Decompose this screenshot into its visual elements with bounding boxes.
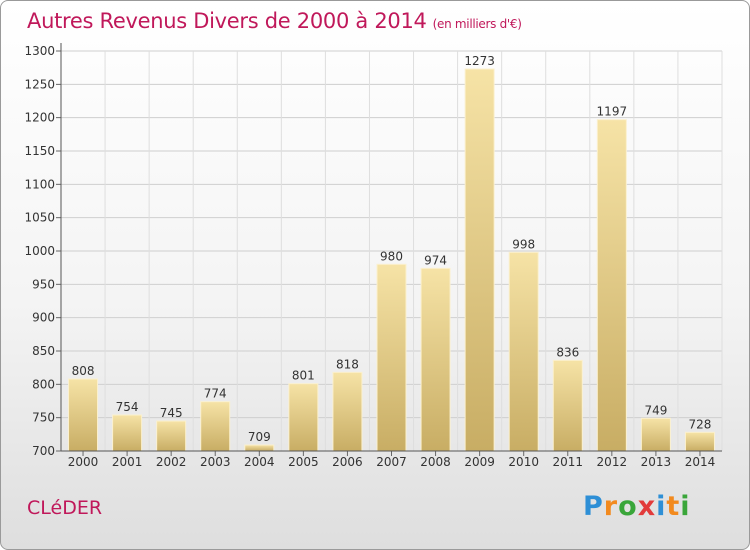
- bar: [112, 414, 143, 452]
- bar-value-label: 801: [292, 369, 315, 383]
- logo-letter: x: [637, 491, 657, 522]
- y-tick-label: 850: [32, 344, 55, 358]
- bar-value-label: 974: [424, 253, 447, 267]
- proxiti-logo[interactable]: Proxiti: [583, 491, 691, 522]
- logo-letter: i: [656, 491, 667, 522]
- bar: [288, 383, 319, 452]
- bar: [376, 263, 407, 452]
- bar: [684, 431, 715, 452]
- y-tick-label: 1300: [24, 44, 55, 58]
- x-tick-label: 2009: [464, 455, 495, 469]
- bar: [200, 401, 231, 452]
- y-tick-label: 700: [32, 444, 55, 458]
- y-tick-label: 1250: [24, 77, 55, 91]
- bar: [332, 371, 363, 452]
- bar: [596, 119, 627, 452]
- logo-letter: o: [618, 491, 638, 522]
- logo-letter: i: [680, 491, 691, 522]
- bar: [508, 251, 539, 452]
- y-tick-label: 750: [32, 411, 55, 425]
- y-tick-label: 950: [32, 277, 55, 291]
- y-tick-label: 1100: [24, 177, 55, 191]
- x-tick-label: 2005: [288, 455, 319, 469]
- bar-value-label: 754: [116, 400, 139, 414]
- bar-value-label: 980: [380, 249, 403, 263]
- x-tick-label: 2000: [68, 455, 99, 469]
- bar-value-label: 1273: [464, 54, 495, 68]
- bar: [420, 267, 451, 452]
- x-tick-label: 2003: [200, 455, 231, 469]
- bar-value-label: 774: [204, 387, 227, 401]
- title-text: Autres Revenus Divers de 2000 à 2014: [27, 9, 427, 33]
- x-tick-label: 2008: [420, 455, 451, 469]
- x-tick-label: 2013: [641, 455, 672, 469]
- bar-value-label: 749: [644, 403, 667, 417]
- logo-letter: r: [603, 491, 619, 522]
- city-name: CLéDER: [27, 497, 103, 519]
- title-unit: (en milliers d'€): [432, 17, 522, 31]
- x-tick-label: 2014: [685, 455, 716, 469]
- bars-layer: 808 754 745 774 709 801 818 980 974 1273 998 836 119…: [68, 54, 715, 452]
- bar-value-label: 836: [556, 345, 579, 359]
- bar: [464, 68, 495, 452]
- x-tick-label: 2007: [376, 455, 407, 469]
- x-tick-label: 2006: [332, 455, 363, 469]
- bar-value-label: 998: [512, 237, 535, 251]
- y-tick-label: 1150: [24, 144, 55, 158]
- bar-value-label: 745: [160, 406, 183, 420]
- bar: [552, 359, 583, 452]
- y-tick-label: 800: [32, 377, 55, 391]
- x-tick-label: 2010: [508, 455, 539, 469]
- x-tick-label: 2004: [244, 455, 275, 469]
- y-tick-label: 1000: [24, 244, 55, 258]
- bar-value-label: 1197: [597, 105, 628, 119]
- y-tick-label: 1050: [24, 211, 55, 225]
- bar: [244, 444, 275, 452]
- logo-letter: t: [666, 491, 681, 522]
- logo-letter: P: [583, 491, 604, 522]
- x-tick-label: 2011: [552, 455, 583, 469]
- bar-value-label: 709: [248, 430, 271, 444]
- chart-title: Autres Revenus Divers de 2000 à 2014 (en …: [27, 9, 522, 33]
- bar: [156, 420, 187, 452]
- x-tick-label: 2002: [156, 455, 187, 469]
- axes-layer: 700 750 800 850 900 950 1000 1050 1100 1150 1200 12…: [24, 43, 722, 469]
- bar: [640, 417, 671, 452]
- y-tick-label: 1200: [24, 111, 55, 125]
- bar-value-label: 808: [72, 364, 95, 378]
- bar: [68, 378, 99, 452]
- x-tick-label: 2012: [597, 455, 628, 469]
- y-tick-label: 900: [32, 311, 55, 325]
- bar-value-label: 728: [689, 417, 712, 431]
- bar-value-label: 818: [336, 357, 359, 371]
- x-tick-label: 2001: [112, 455, 143, 469]
